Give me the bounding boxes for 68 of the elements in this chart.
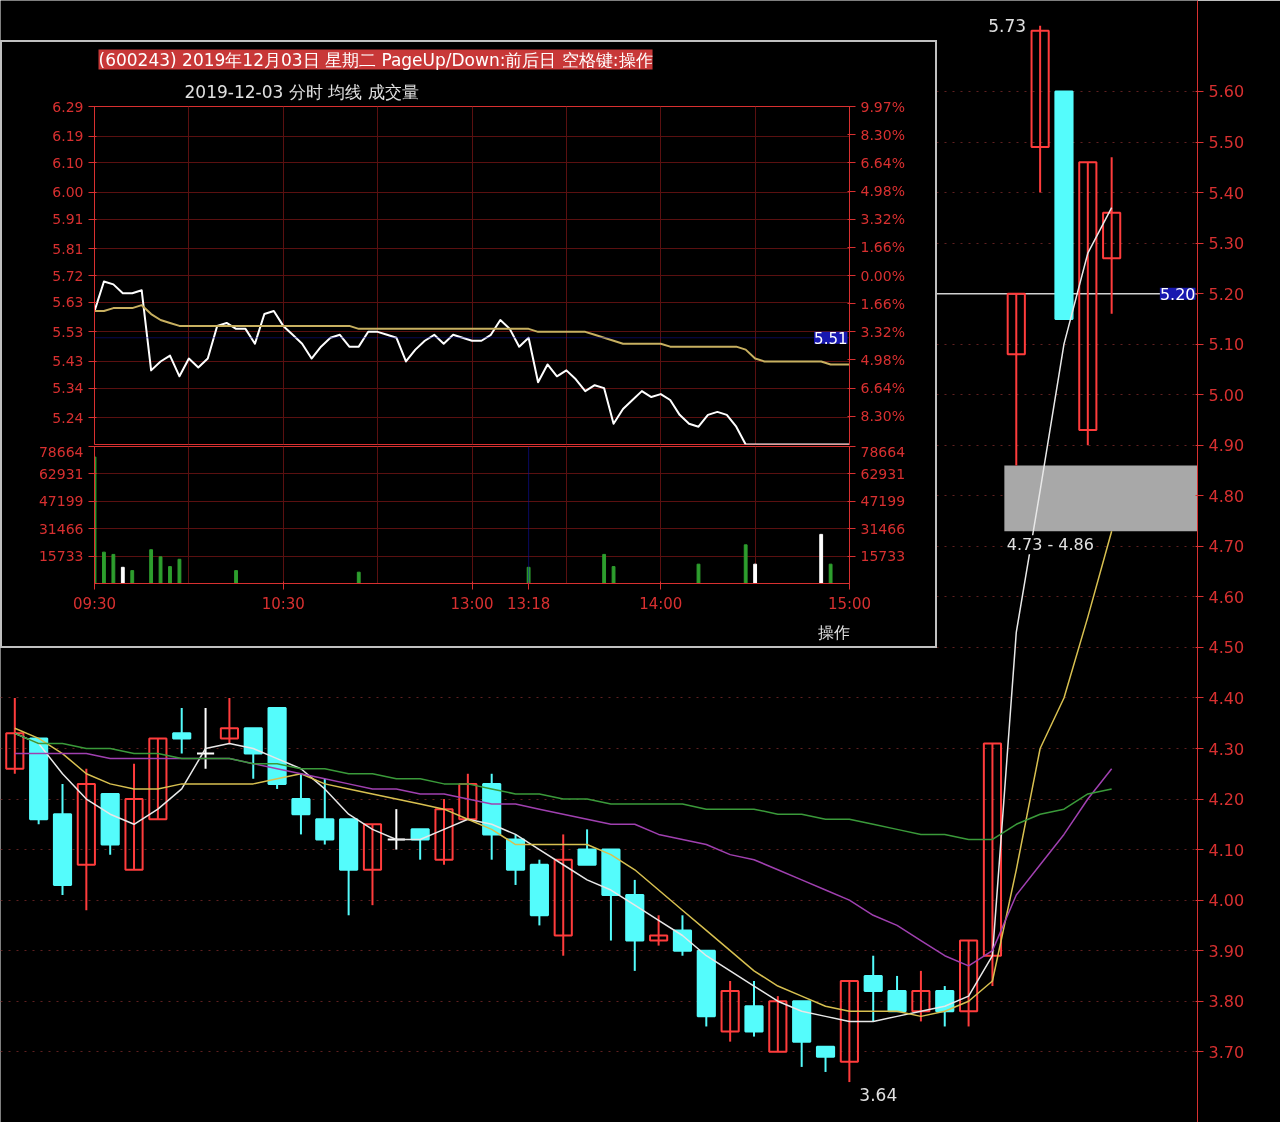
annotation: 操作 <box>817 622 850 642</box>
y2-tick-label: 6.64% <box>860 154 905 171</box>
band-label: 4.73 - 4.86 <box>1006 535 1094 555</box>
y-tick-label: 15733 <box>38 548 84 565</box>
y2-tick-label: 78664 <box>860 443 906 460</box>
y-tick-label: 4.60 <box>1208 587 1245 607</box>
y-tick-label: 5.43 <box>52 353 84 370</box>
y-tick-label: 5.72 <box>52 267 84 284</box>
y-tick-label: 5.30 <box>1208 234 1245 254</box>
y-tick-label: 6.00 <box>52 184 84 201</box>
y-tick-label: 3.90 <box>1208 941 1245 961</box>
y-tick-label: 47199 <box>38 493 84 510</box>
y-tick-label: 5.81 <box>52 240 84 257</box>
annotation: 5.73 <box>988 16 1027 37</box>
y-tick-label: 4.10 <box>1208 840 1245 860</box>
y2-tick-label: 3.32% <box>860 323 905 340</box>
y-tick-label: 6.29 <box>52 98 84 115</box>
y-tick-label: 4.00 <box>1208 891 1245 911</box>
y-tick-label: 5.10 <box>1208 335 1245 355</box>
y2-tick-label: 6.64% <box>860 380 905 397</box>
y-tick-label: 4.30 <box>1208 739 1245 759</box>
y-tick-label: 5.20 <box>1208 284 1245 304</box>
y2-tick-label: 8.30% <box>860 126 905 143</box>
y2-tick-label: 1.66% <box>860 295 905 312</box>
ref-line-label: 5.20 <box>1159 284 1196 304</box>
ref-line-label: 5.51 <box>814 329 848 348</box>
y2-tick-label: 47199 <box>860 493 906 510</box>
x-tick-label: 10:30 <box>261 594 305 613</box>
y-tick-label: 5.50 <box>1208 133 1245 153</box>
y-tick-label: 5.34 <box>52 380 84 397</box>
y-tick-label: 3.70 <box>1208 1042 1245 1062</box>
y-tick-label: 5.63 <box>52 294 84 311</box>
y2-tick-label: 15733 <box>860 548 906 565</box>
y-tick-label: 4.20 <box>1208 790 1245 810</box>
x-tick-label: 09:30 <box>72 594 117 613</box>
y2-tick-label: 0.00% <box>860 267 905 284</box>
x-tick-label: 13:18 <box>507 594 551 613</box>
y-tick-label: 62931 <box>38 465 84 482</box>
y-tick-label: 4.40 <box>1208 688 1245 708</box>
y-tick-label: 4.70 <box>1208 537 1245 557</box>
y-tick-label: 6.10 <box>52 154 84 171</box>
annotation: 3.64 <box>859 1085 898 1106</box>
y2-tick-label: 62931 <box>860 465 906 482</box>
y-tick-label: 5.24 <box>52 409 84 426</box>
y-tick-label: 5.00 <box>1208 385 1245 405</box>
y-tick-label: 31466 <box>38 520 84 537</box>
y-tick-label: 5.53 <box>52 323 84 340</box>
y2-tick-label: 1.66% <box>860 239 905 256</box>
y-tick-label: 5.40 <box>1208 183 1245 203</box>
x-tick-label: 14:00 <box>639 594 683 613</box>
chart-title: (600243) 2019年12月03日 星期二 PageUp/Down:前后日 空格键:操作 <box>98 49 653 70</box>
y2-tick-label: 31466 <box>860 520 906 537</box>
x-tick-label: 15:00 <box>827 594 872 613</box>
y2-tick-label: 4.98% <box>860 183 905 200</box>
y-tick-label: 78664 <box>38 443 84 460</box>
y-tick-label: 4.50 <box>1208 638 1245 658</box>
y-tick-label: 5.91 <box>52 211 84 228</box>
y-tick-label: 3.80 <box>1208 992 1245 1012</box>
x-tick-label: 13:00 <box>450 594 494 613</box>
chart-subtitle: 2019-12-03 分时 均线 成交量 <box>184 81 419 102</box>
y-tick-label: 5.60 <box>1208 82 1245 102</box>
y2-tick-label: 4.98% <box>860 351 905 368</box>
y-tick-label: 4.90 <box>1208 436 1245 456</box>
y2-tick-label: 3.32% <box>860 211 905 228</box>
y-tick-label: 6.19 <box>52 128 84 145</box>
y-tick-label: 4.80 <box>1208 486 1245 506</box>
y2-tick-label: 8.30% <box>860 408 905 425</box>
y2-tick-label: 9.97% <box>860 98 905 115</box>
